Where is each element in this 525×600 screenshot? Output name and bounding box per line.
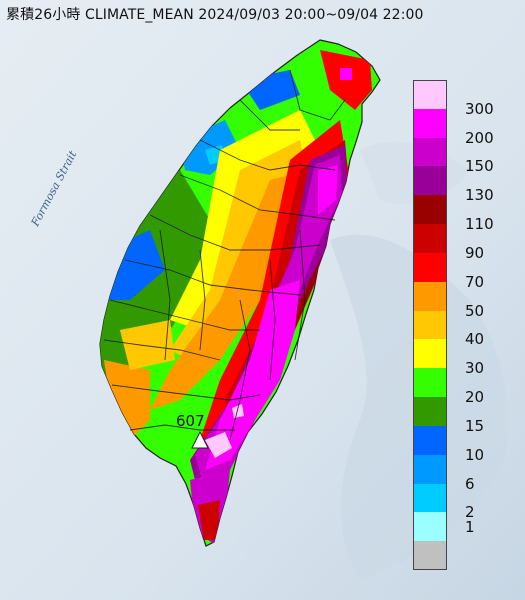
legend-item: 150 — [413, 137, 518, 175]
rain-zone-south-red — [198, 500, 220, 540]
legend-label: 300 — [465, 99, 494, 118]
map-title: 累積26小時 CLIMATE_MEAN 2024/09/03 20:00~09/… — [6, 7, 424, 23]
legend-item: 40 — [413, 310, 518, 348]
legend-label: 150 — [465, 157, 494, 176]
legend-item — [413, 541, 518, 570]
legend-swatch — [413, 368, 447, 398]
legend-label: 200 — [465, 128, 494, 147]
legend-label: 50 — [465, 301, 485, 320]
legend-item: 130 — [413, 166, 518, 204]
legend-swatch — [413, 224, 447, 253]
rain-zone-coast-40 — [120, 320, 175, 370]
legend-label: 20 — [465, 388, 485, 407]
legend-item: 1 — [413, 512, 518, 542]
legend-swatch — [413, 195, 447, 225]
legend-item: 30 — [413, 339, 518, 377]
legend-swatch — [413, 397, 447, 426]
legend-swatch — [413, 512, 447, 542]
legend-item: 15 — [413, 397, 518, 435]
legend-label: 15 — [465, 416, 485, 435]
legend-item: 10 — [413, 425, 518, 464]
legend-swatch — [413, 339, 447, 369]
legend-label: 30 — [465, 359, 485, 378]
legend-swatch — [413, 454, 447, 484]
legend-label: 6 — [465, 474, 475, 493]
rain-zone-north-pink — [340, 68, 352, 80]
legend-item: 90 — [413, 224, 518, 262]
legend-swatch — [413, 80, 447, 109]
legend-label: 110 — [465, 215, 494, 234]
rain-zone-200 — [205, 280, 300, 470]
rain-zone-200-north — [318, 165, 338, 215]
legend-label: 10 — [465, 445, 485, 464]
legend-swatch — [413, 108, 447, 138]
legend-swatch — [413, 483, 447, 513]
legend-item: 110 — [413, 195, 518, 233]
rainfall-legend: 300 200 150 130 110 90 70 50 40 30 20 15 10 6 2 1 — [413, 80, 518, 570]
rain-zone-50 — [150, 170, 310, 410]
legend-item: 300 — [413, 80, 518, 118]
legend-swatch — [413, 137, 447, 167]
legend-item: 2 — [413, 483, 518, 521]
rain-zone-300-b — [232, 404, 244, 418]
legend-item: 50 — [413, 281, 518, 320]
legend-swatch — [413, 281, 447, 311]
rain-zone-300 — [205, 432, 232, 458]
legend-label: 1 — [465, 517, 475, 536]
county-boundaries — [103, 69, 346, 441]
legend-label: 130 — [465, 186, 494, 205]
legend-swatch — [413, 425, 447, 455]
legend-swatch — [413, 166, 447, 196]
legend-item: 6 — [413, 454, 518, 493]
max-value-marker — [191, 430, 209, 449]
legend-item: 200 — [413, 108, 518, 147]
legend-label: 40 — [465, 330, 485, 349]
legend-item: 70 — [413, 252, 518, 291]
legend-label: 2 — [465, 503, 475, 522]
rain-zone-coast-50 — [104, 360, 150, 440]
legend-swatch — [413, 252, 447, 282]
taiwan-island — [99, 39, 381, 547]
legend-swatch — [413, 310, 447, 340]
legend-label: 90 — [465, 243, 485, 262]
max-value-label: 607 — [176, 412, 205, 430]
legend-swatch — [413, 541, 447, 570]
legend-label: 70 — [465, 272, 485, 291]
legend-item: 20 — [413, 368, 518, 406]
